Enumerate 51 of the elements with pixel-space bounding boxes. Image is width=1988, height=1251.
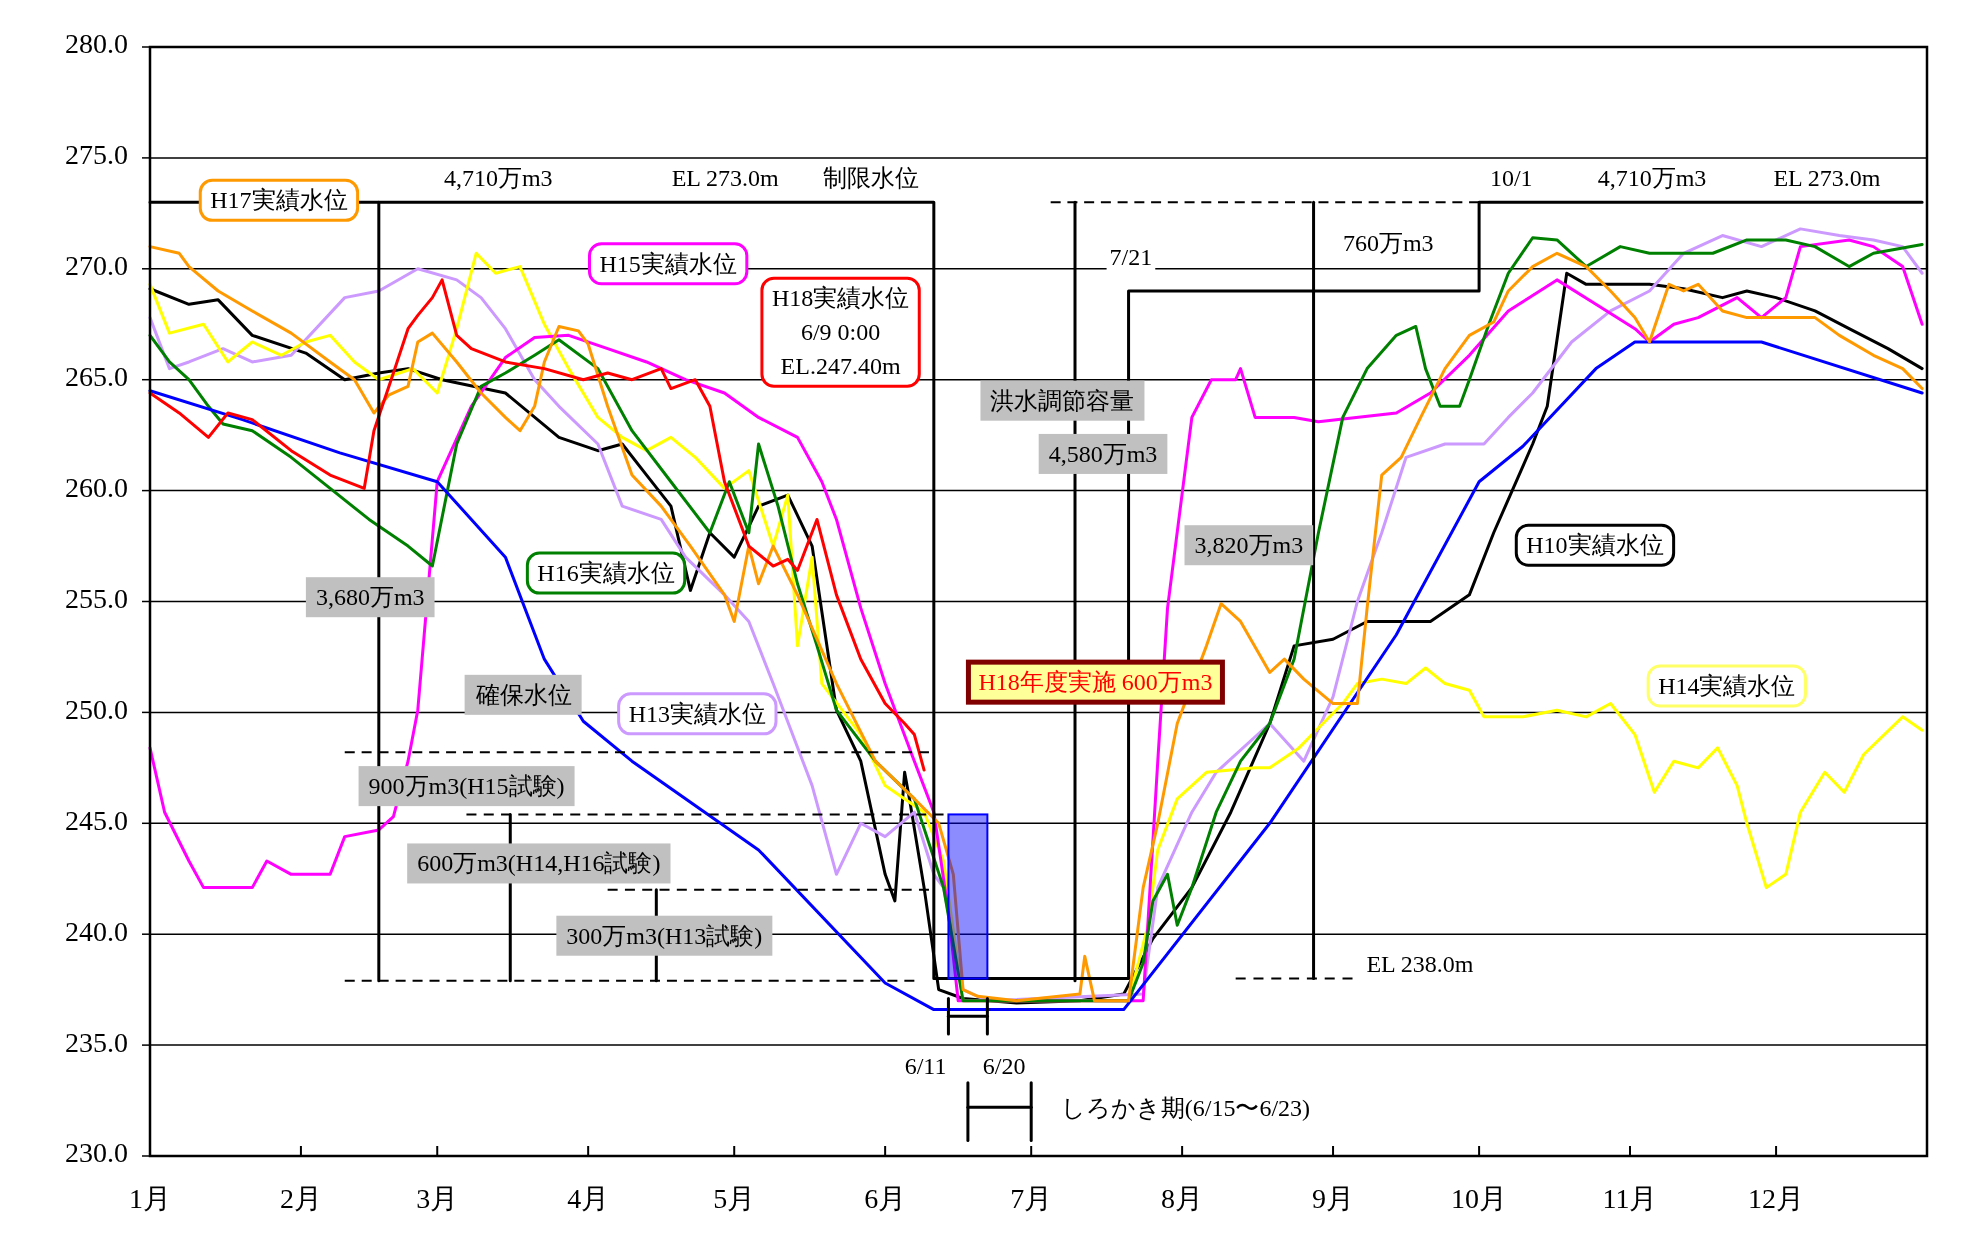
y-tick-label: 275.0 bbox=[65, 139, 128, 171]
x-tick-label: 4月 bbox=[567, 1183, 610, 1214]
annotation: H14実績水位 bbox=[1658, 672, 1796, 699]
annotation: 4,710万m3 bbox=[443, 164, 553, 191]
y-tick-label: 270.0 bbox=[65, 250, 128, 282]
annotation: 確保水位 bbox=[474, 681, 572, 708]
x-tick-label: 6月 bbox=[864, 1183, 907, 1214]
y-tick-label: 255.0 bbox=[65, 582, 128, 614]
annotation: 900万m3(H15試験) bbox=[368, 773, 565, 800]
x-tick-label: 11月 bbox=[1602, 1183, 1658, 1214]
annotation: H10実績水位 bbox=[1526, 532, 1664, 559]
x-tick-label: 8月 bbox=[1161, 1183, 1204, 1214]
y-tick-label: 260.0 bbox=[65, 472, 128, 504]
annotation: 6/20 bbox=[982, 1053, 1026, 1080]
annotation: 10/1 bbox=[1489, 164, 1533, 191]
annotation: しろかき期(6/15〜6/23) bbox=[1060, 1095, 1311, 1122]
annotation: H18実績水位 6/9 0:00 EL.247.40m bbox=[771, 285, 910, 380]
x-tick-label: 7月 bbox=[1010, 1183, 1053, 1214]
y-tick-label: 230.0 bbox=[65, 1137, 128, 1169]
annotation: H18年度実施 600万m3 bbox=[978, 669, 1213, 696]
annotation: 600万m3(H14,H16試験) bbox=[417, 850, 661, 877]
x-tick-label: 5月 bbox=[713, 1183, 756, 1214]
annotation: 4,580万m3 bbox=[1048, 440, 1158, 467]
annotation: 制限水位 bbox=[823, 164, 920, 191]
y-tick-label: 265.0 bbox=[65, 361, 128, 393]
x-tick-label: 9月 bbox=[1312, 1183, 1355, 1214]
annotation: 6/11 bbox=[904, 1053, 947, 1080]
annotation: H17実績水位 bbox=[210, 187, 348, 214]
y-tick-label: 240.0 bbox=[65, 915, 128, 947]
annotation: H13実績水位 bbox=[628, 700, 766, 727]
annotation: 300万m3(H13試験) bbox=[566, 922, 763, 949]
x-tick-label: 3月 bbox=[416, 1183, 459, 1214]
annotation: 7/21 bbox=[1109, 244, 1153, 271]
annotation: EL 238.0m bbox=[1366, 950, 1474, 977]
annotation: H16実績水位 bbox=[537, 560, 675, 587]
annotation: 760万m3 bbox=[1342, 230, 1434, 257]
annotation: EL 273.0m bbox=[1773, 164, 1881, 191]
annotation: H15実績水位 bbox=[599, 250, 737, 277]
y-tick-label: 235.0 bbox=[65, 1026, 128, 1058]
annotation: 洪水調節容量 bbox=[990, 387, 1135, 414]
y-tick-label: 250.0 bbox=[65, 693, 128, 725]
annotation: 4,710万m3 bbox=[1597, 164, 1707, 191]
x-tick-label: 1月 bbox=[129, 1183, 171, 1214]
annotation: EL 273.0m bbox=[671, 164, 780, 191]
y-tick-label: 280.0 bbox=[65, 28, 128, 60]
annotation: 3,680万m3 bbox=[315, 584, 425, 611]
x-tick-label: 12月 bbox=[1748, 1183, 1805, 1214]
x-tick-label: 2月 bbox=[279, 1183, 322, 1214]
annotation: 3,820万m3 bbox=[1194, 532, 1304, 559]
y-tick-label: 245.0 bbox=[65, 804, 128, 836]
x-tick-label: 10月 bbox=[1451, 1183, 1508, 1214]
